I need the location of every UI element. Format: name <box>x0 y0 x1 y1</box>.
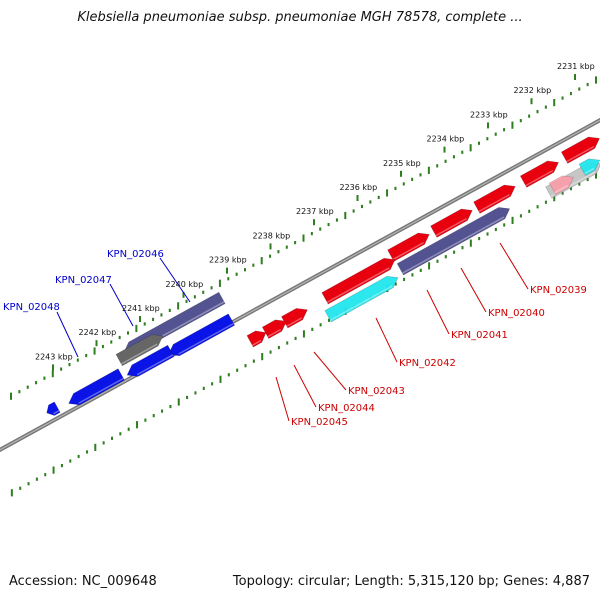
gene-arrow-kpn-02047-grey[interactable] <box>115 334 164 367</box>
gene-arrow-kpn-02048[interactable] <box>68 368 125 406</box>
gene-arrow-kpn-02048-highlight <box>78 377 124 404</box>
genome-summary-text: Topology: circular; Length: 5,315,120 bp… <box>232 574 590 589</box>
gene-arrow-kpn-02042b-highlight <box>392 241 424 261</box>
scale-tick-label: 2239 kbp <box>209 256 247 265</box>
gene-arrow-kpn-02044[interactable] <box>261 319 287 339</box>
genome-backbone <box>0 117 600 453</box>
hit-feature-pink-highlight <box>554 184 569 194</box>
hit-feature-cyan[interactable] <box>324 275 399 323</box>
gene-arrow-kpn-02045[interactable] <box>246 330 267 348</box>
leader-line-kpn-02044 <box>293 364 317 408</box>
gene-label-kpn-02043[interactable]: KPN_02043 <box>348 386 405 397</box>
hit-feature-cyan-top-highlight <box>584 167 595 175</box>
gene-label-kpn-02046[interactable]: KPN_02046 <box>107 249 164 260</box>
gene-label-kpn-02045[interactable]: KPN_02045 <box>291 417 348 428</box>
leader-line-kpn-02041 <box>426 289 450 335</box>
gene-arrow-kpn-02047-grey-highlight <box>120 343 158 365</box>
overlap-feature[interactable] <box>396 207 511 276</box>
gene-labels[interactable]: 2231 kbp 2232 kbp 2233 kbp 2234 kbp 2235 kbp… <box>3 62 595 428</box>
gene-label-kpn-02047[interactable]: KPN_02047 <box>55 275 112 286</box>
gene-features[interactable] <box>46 136 600 416</box>
scale-tick-label: 2240 kbp <box>166 280 204 289</box>
gene-arrow-kpn-02040-highlight <box>525 169 554 187</box>
gene-arrow-kpn-02042-highlight <box>326 267 390 303</box>
accession-text: Accession: NC_009648 <box>9 574 157 589</box>
gene-label-kpn-02039[interactable]: KPN_02039 <box>530 285 587 296</box>
leader-line-kpn-02042 <box>375 317 398 363</box>
scale-tick-label: 2232 kbp <box>514 86 552 95</box>
gene-arrow-kpn-02042a-highlight <box>435 217 467 237</box>
hit-feature-cyan-top[interactable] <box>578 158 600 176</box>
leader-line-kpn-02048 <box>56 311 79 358</box>
scale-tick-label: 2234 kbp <box>427 135 465 144</box>
scale-tick-label: 2241 kbp <box>122 304 160 313</box>
gene-label-kpn-02044[interactable]: KPN_02044 <box>318 403 375 414</box>
leader-line-kpn-02046 <box>159 257 191 303</box>
gene-label-kpn-02048[interactable]: KPN_02048 <box>3 302 60 313</box>
gene-arrow-kpn-02042a[interactable] <box>430 208 473 238</box>
gene-arrow-kpn-02045-highlight <box>251 339 262 346</box>
gene-arrow-kpn-02039-highlight <box>566 145 595 163</box>
leader-line-kpn-02039 <box>499 242 529 290</box>
label-leader-lines <box>56 242 529 422</box>
gene-arrow-kpn-02044-highlight <box>267 328 282 338</box>
gene-arrow-kpn-02041[interactable] <box>473 184 516 214</box>
gene-arrow-kpn-02039[interactable] <box>560 136 600 164</box>
scale-tick-label: 2233 kbp <box>470 110 508 119</box>
gene-arrow-kpn-02043-highlight <box>286 317 303 327</box>
scale-tick-label: 2237 kbp <box>296 207 334 216</box>
scale-tick-label: 2243 kbp <box>35 352 73 361</box>
gene-arrow-kpn-02047[interactable] <box>126 344 175 377</box>
overlap-feature-highlight <box>402 216 505 274</box>
upper-scale-ruler <box>9 76 597 400</box>
gene-arrow-kpn-02048b[interactable] <box>46 401 61 416</box>
gene-label-kpn-02040[interactable]: KPN_02040 <box>488 308 545 319</box>
gene-arrow-kpn-02048b-highlight <box>53 409 60 415</box>
gene-arrow-kpn-02042[interactable] <box>321 257 396 305</box>
gene-arrow-kpn-02047-highlight <box>136 354 174 376</box>
gene-arrow-kpn-02040[interactable] <box>519 160 559 188</box>
gene-arrow-kpn-02042b[interactable] <box>387 232 430 262</box>
scale-tick-label: 2235 kbp <box>383 159 421 168</box>
leader-line-kpn-02047 <box>109 283 134 327</box>
genome-backbone-highlight <box>0 119 600 451</box>
leader-line-kpn-02043 <box>313 351 347 391</box>
gene-label-kpn-02041[interactable]: KPN_02041 <box>451 330 508 341</box>
gene-arrow-kpn-02046[interactable] <box>168 313 236 357</box>
genome-title: Klebsiella pneumoniae subsp. pneumoniae … <box>77 10 523 25</box>
scale-tick-label: 2236 kbp <box>340 183 378 192</box>
hit-feature-cyan-highlight <box>329 285 393 321</box>
gene-arrow-kpn-02046-highlight <box>178 322 235 355</box>
gene-label-kpn-02042[interactable]: KPN_02042 <box>399 358 456 369</box>
leader-line-kpn-02045 <box>275 376 290 422</box>
scale-tick-label: 2238 kbp <box>253 231 291 240</box>
hit-feature-pink[interactable] <box>548 175 574 195</box>
scale-tick-label: 2242 kbp <box>79 328 117 337</box>
scale-tick-label: 2231 kbp <box>557 62 595 71</box>
gene-arrow-kpn-02041-highlight <box>478 193 510 213</box>
leader-line-kpn-02040 <box>460 267 487 313</box>
gene-arrow-kpn-02043[interactable] <box>281 308 308 329</box>
